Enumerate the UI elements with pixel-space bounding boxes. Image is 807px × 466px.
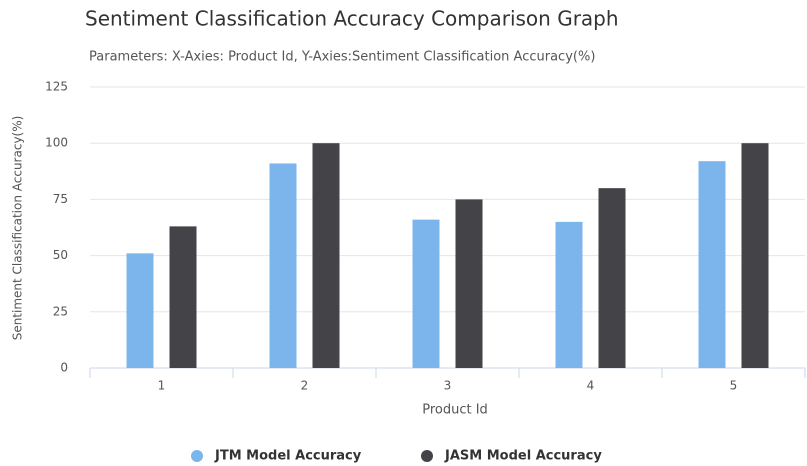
chart-subtitle: Parameters: X-Axies: Product Id, Y-Axies… [89, 50, 595, 65]
y-tick-label: 125 [45, 80, 68, 94]
x-tick-label: 2 [301, 379, 309, 393]
bar [455, 199, 483, 368]
x-tick-label: 5 [730, 379, 738, 393]
y-tick-label: 50 [53, 248, 68, 262]
y-tick-label: 0 [60, 361, 68, 375]
bar [598, 188, 626, 368]
x-tick-label: 1 [158, 379, 166, 393]
x-tick-label: 3 [444, 379, 452, 393]
legend-label: JTM Model Accuracy [214, 449, 362, 464]
chart-title: Sentiment Classification Accuracy Compar… [85, 7, 619, 31]
bar [555, 221, 583, 368]
x-tick-label: 4 [587, 379, 595, 393]
y-tick-label: 75 [53, 192, 68, 206]
bar [126, 253, 154, 368]
x-axis-label: Product Id [422, 403, 488, 418]
bar [741, 143, 769, 368]
y-axis-label: Sentiment Classification Accuracy(%) [11, 116, 25, 341]
bar [269, 163, 297, 368]
legend-marker [421, 450, 433, 462]
bar [312, 143, 340, 368]
bar [412, 219, 440, 368]
legend-label: JASM Model Accuracy [444, 449, 602, 464]
bar [698, 161, 726, 368]
legend-marker [191, 450, 203, 462]
y-tick-label: 25 [53, 304, 68, 318]
bar [169, 226, 197, 368]
y-tick-label: 100 [45, 136, 68, 150]
